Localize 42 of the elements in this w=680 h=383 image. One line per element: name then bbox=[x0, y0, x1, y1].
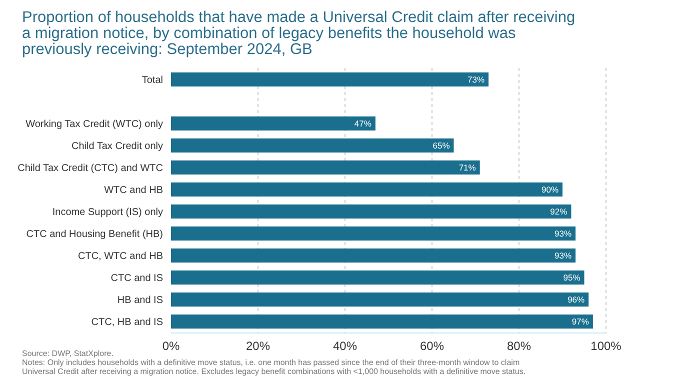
x-tick-label: 60% bbox=[420, 339, 444, 353]
data-label: 96% bbox=[568, 294, 586, 305]
bar bbox=[171, 314, 593, 329]
y-tick-label: Income Support (IS) only bbox=[52, 207, 163, 218]
data-label: 90% bbox=[541, 184, 559, 194]
data-label: 93% bbox=[554, 228, 572, 238]
bar bbox=[171, 270, 584, 285]
bar bbox=[171, 72, 489, 86]
data-label: 71% bbox=[458, 162, 476, 172]
bar bbox=[171, 138, 454, 153]
x-tick-label: 0% bbox=[162, 339, 180, 353]
text: Notes: Only includes households with a definitive move status, i.e. one month has passed since the end of their three-month window to claim Universal Credit after receiving a migration notice. Excludes legacy benefit combinations with <1,000 households with a definitive move status. bbox=[22, 358, 526, 376]
data-label: 47% bbox=[354, 118, 372, 128]
bar bbox=[171, 116, 376, 131]
x-tick-label: 100% bbox=[590, 339, 622, 353]
data-label: 65% bbox=[432, 140, 450, 150]
source-note: Source: DWP, StatXplore. bbox=[22, 349, 114, 358]
y-tick-label: CTC and IS bbox=[110, 273, 164, 284]
y-tick-label: Child Tax Credit (CTC) and WTC bbox=[18, 162, 163, 174]
bar bbox=[171, 160, 480, 175]
bar bbox=[171, 292, 589, 307]
y-tick-label: CTC, WTC and HB bbox=[78, 251, 164, 262]
data-label: 92% bbox=[550, 206, 568, 216]
y-tick-label: Child Tax Credit only bbox=[71, 140, 163, 152]
y-tick-label: Working Tax Credit (WTC) only bbox=[26, 118, 163, 130]
data-label: 97% bbox=[572, 316, 590, 327]
data-label: 95% bbox=[563, 272, 581, 283]
y-tick-label: WTC and HB bbox=[104, 184, 164, 196]
data-label: 73% bbox=[468, 74, 485, 84]
bar bbox=[171, 182, 562, 197]
x-tick-label: 20% bbox=[246, 339, 270, 353]
bar bbox=[171, 226, 576, 241]
x-tick-label: 40% bbox=[332, 339, 358, 353]
y-tick-label: Total bbox=[142, 74, 163, 86]
y-tick-label: CTC, HB and IS bbox=[91, 317, 164, 328]
y-tick-label: CTC and Housing Benefit (HB) bbox=[26, 229, 163, 240]
x-tick-label: 80% bbox=[506, 339, 532, 353]
bar bbox=[171, 248, 576, 263]
chart-title: Proportion of households that have made a Universal Credit claim after receiving a migration notice, by combination of legacy benefits the household was previously receiving: September 2024, GB bbox=[22, 9, 576, 58]
bar bbox=[171, 204, 572, 219]
data-label: 93% bbox=[554, 250, 572, 260]
y-tick-label: HB and IS bbox=[117, 295, 164, 306]
